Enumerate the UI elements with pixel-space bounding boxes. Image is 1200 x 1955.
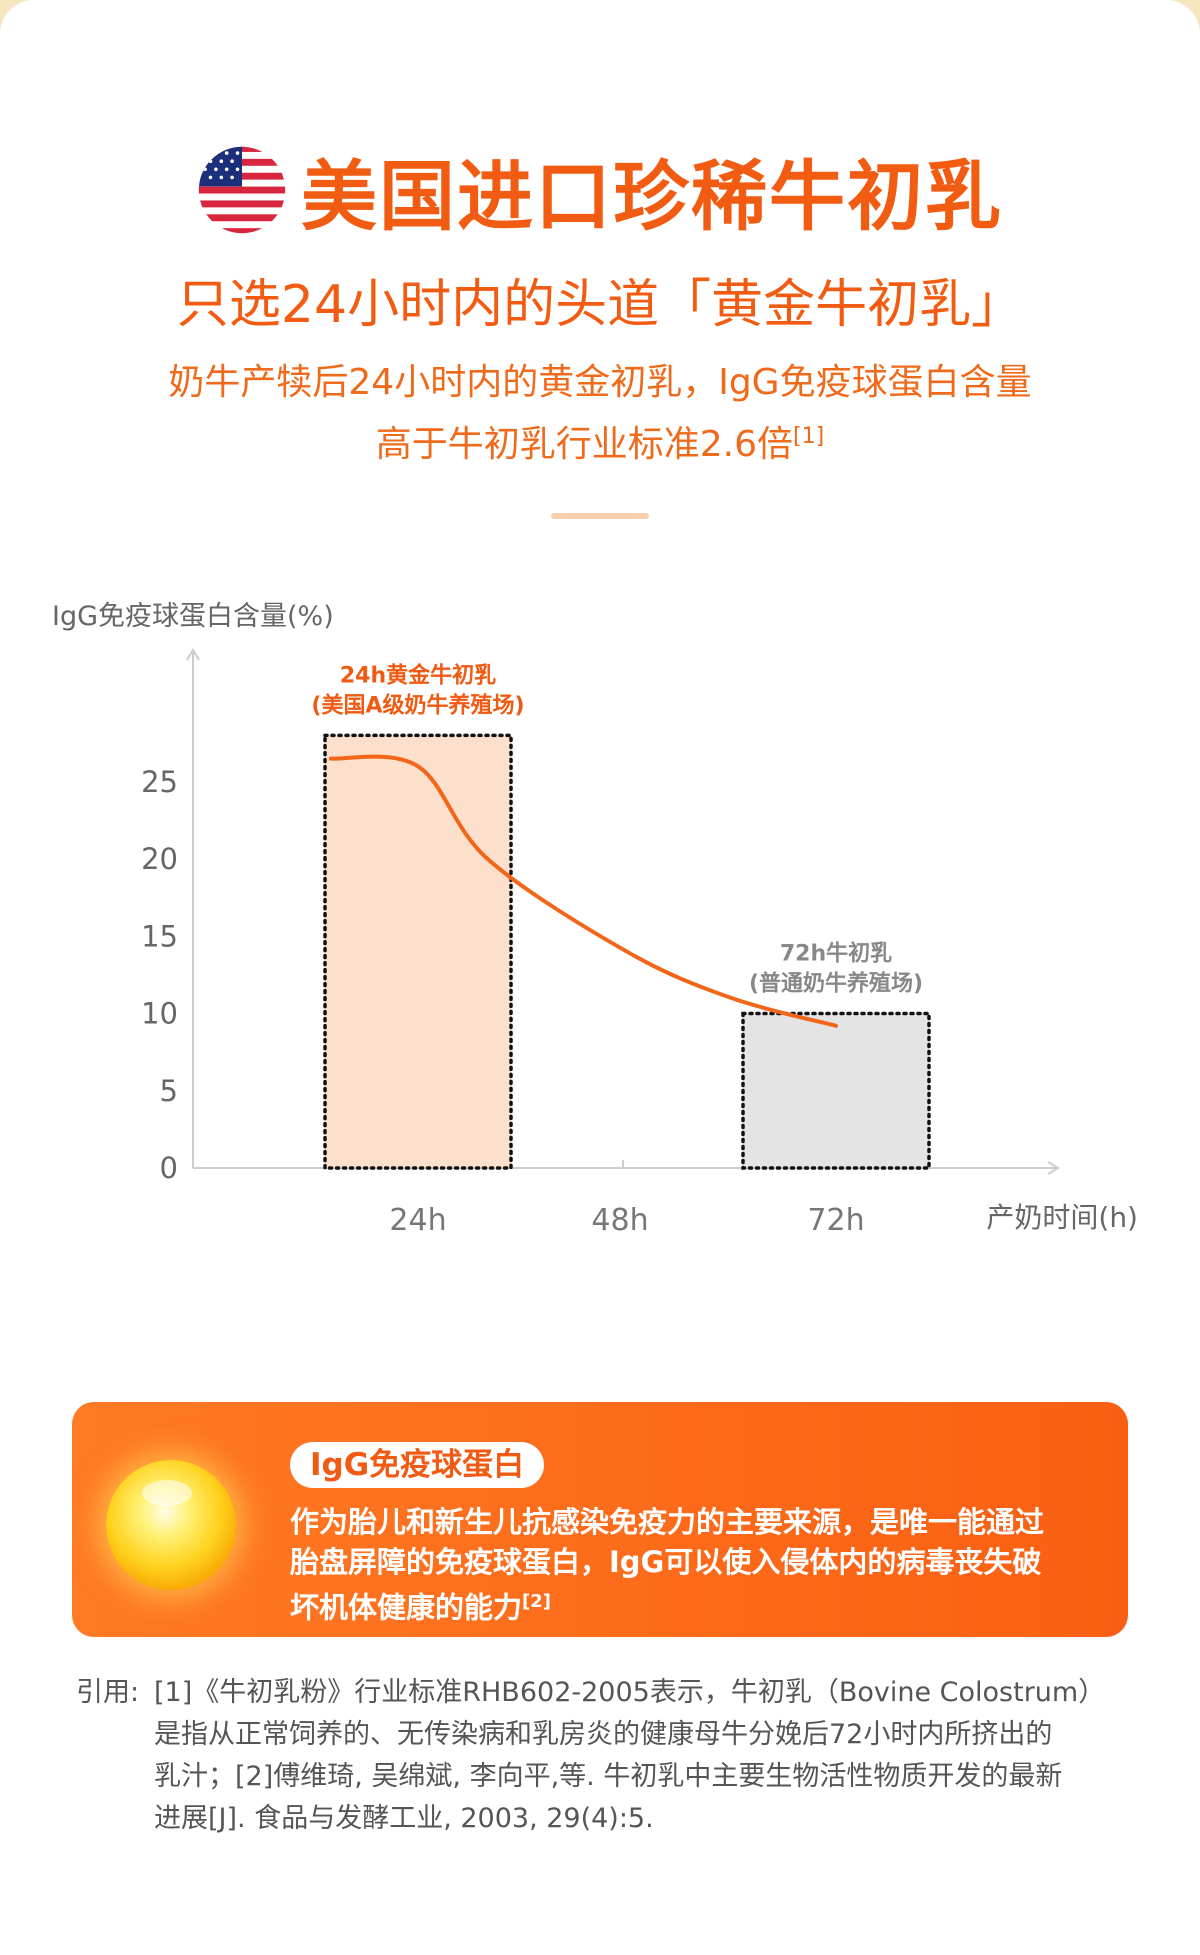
title-row: 美国进口珍稀牛初乳 (0, 140, 1200, 241)
x-tick-label: 48h (591, 1203, 648, 1238)
reference-line-1: [1]《牛初乳粉》行业标准RHB602-2005表示，牛初乳（Bovine Co… (154, 1677, 1106, 1708)
card-line-3: 坏机体健康的能力[2] (290, 1582, 1110, 1628)
description-line-1: 奶牛产犊后24小时内的黄金初乳，IgG免疫球蛋白含量 (168, 362, 1032, 403)
igg-chart: IgG免疫球蛋白含量(%) 0 5 10 15 20 25 24h 48h 72h 产奶时间(h) 2… (52, 601, 1138, 1238)
y-axis-arrow (186, 648, 200, 661)
bar-label-72h-line-2: (普通奶牛养殖场) (749, 971, 923, 997)
y-tick-label: 15 (141, 919, 178, 953)
references-text: [1]《牛初乳粉》行业标准RHB602-2005表示，牛初乳（Bovine Co… (154, 1672, 1136, 1840)
y-tick-label: 5 (160, 1074, 178, 1108)
y-tick-label: 25 (141, 765, 178, 799)
reference-mark-2: [2] (522, 1591, 551, 1612)
x-axis-title: 产奶时间(h) (986, 1201, 1138, 1234)
references-label: 引用: (76, 1677, 140, 1708)
bar-label-72h-line-1: 72h牛初乳 (780, 941, 892, 967)
description-line-2: 高于牛初乳行业标准2.6倍[1] (0, 410, 1200, 472)
reference-line-4: 进展[J]. 食品与发酵工业, 2003, 29(4):5. (154, 1803, 654, 1834)
reference-line-2: 是指从正常饲养的、无传染病和乳房炎的健康母牛分娩后72小时内所挤出的 (154, 1719, 1053, 1750)
y-axis-title: IgG免疫球蛋白含量(%) (52, 601, 334, 632)
y-tick-label: 10 (141, 997, 178, 1031)
description-line-2-text: 高于牛初乳行业标准2.6倍 (375, 424, 794, 465)
page-subtitle: 只选24小时内的头道「黄金牛初乳」 (176, 275, 1024, 335)
divider (551, 513, 649, 519)
x-tick-label: 72h (807, 1203, 864, 1238)
card-title-pill: IgG免疫球蛋白 (290, 1442, 545, 1488)
igg-info-card: IgG免疫球蛋白 作为胎儿和新生儿抗感染免疫力的主要来源，是唯一能通过 胎盘屏障… (72, 1402, 1128, 1637)
bar-72h (741, 1011, 931, 1170)
y-tick-label: 20 (141, 842, 178, 876)
bar-24h (323, 733, 513, 1170)
card-body: 作为胎儿和新生儿抗感染免疫力的主要来源，是唯一能通过 胎盘屏障的免疫球蛋白，Ig… (290, 1502, 1110, 1628)
page-title: 美国进口珍稀牛初乳 (301, 152, 1003, 241)
x-axis-arrow (1047, 1161, 1060, 1175)
bar-label-24h-line-2: (美国A级奶牛养殖场) (311, 692, 524, 718)
bar-label-24h-line-1: 24h黄金牛初乳 (340, 662, 496, 688)
us-flag-icon (198, 146, 286, 234)
references-row: 引用: [1]《牛初乳粉》行业标准RHB602-2005表示，牛初乳（Bovin… (76, 1672, 1136, 1840)
card-line-2: 胎盘屏障的免疫球蛋白，IgG可以使入侵体内的病毒丧失破 (290, 1545, 1042, 1579)
card-line-3-text: 坏机体健康的能力 (290, 1590, 523, 1625)
y-tick-label: 0 (160, 1151, 178, 1185)
x-tick-label: 24h (389, 1203, 446, 1238)
reference-line-3: 乳汁；[2]傅维琦, 吴绵斌, 李向平,等. 牛初乳中主要生物活性物质开发的最新 (154, 1761, 1063, 1792)
references: 引用: [1]《牛初乳粉》行业标准RHB602-2005表示，牛初乳（Bovin… (76, 1672, 1136, 1840)
card-line-1: 作为胎儿和新生儿抗感染免疫力的主要来源，是唯一能通过 (290, 1505, 1045, 1539)
description: 奶牛产犊后24小时内的黄金初乳，IgG免疫球蛋白含量 高于牛初乳行业标准2.6倍… (0, 356, 1200, 472)
orb-highlight (142, 1480, 192, 1506)
trend-line (328, 754, 838, 1028)
reference-mark-1: [1] (793, 424, 825, 449)
